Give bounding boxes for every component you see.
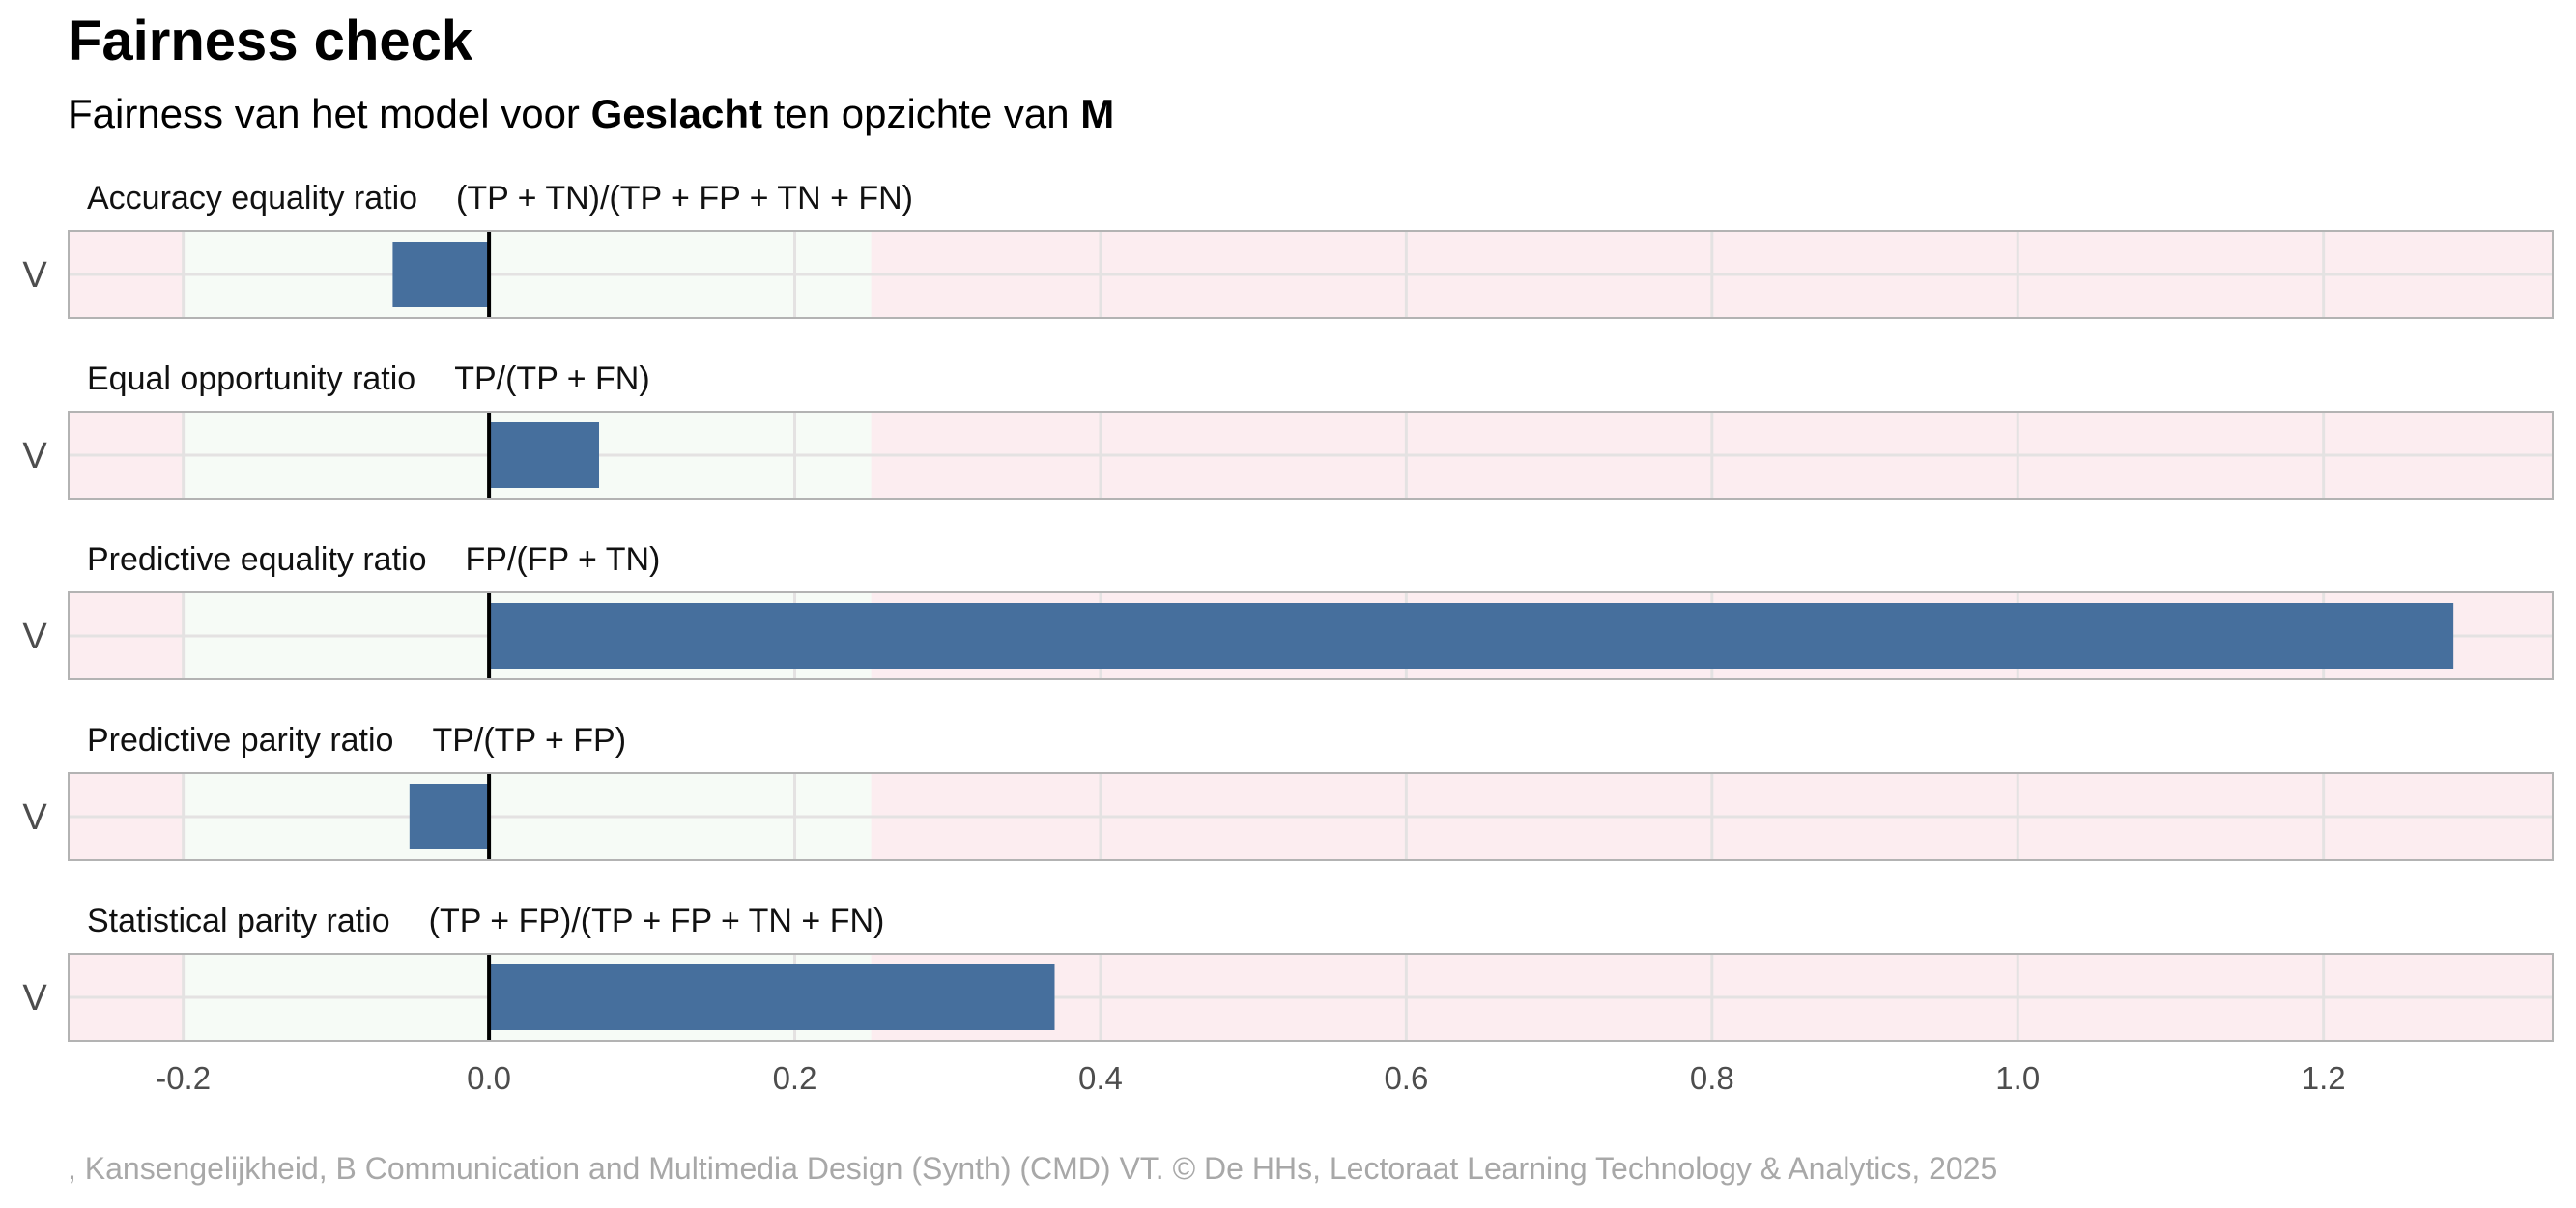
metric-name: Predictive parity ratio (87, 722, 393, 759)
facet-label: Accuracy equality ratio (TP + TN)/(TP + F… (87, 180, 913, 216)
subtitle-reference: M (1080, 91, 1114, 136)
facet-label: Predictive parity ratio TP/(TP + FP) (87, 722, 626, 759)
metric-name: Accuracy equality ratio (87, 180, 417, 216)
facet-panels: Accuracy equality ratio (TP + TN)/(TP + F… (22, 180, 2554, 1042)
x-tick-label: 0.6 (1384, 1060, 1428, 1096)
metric-name: Predictive equality ratio (87, 541, 427, 578)
category-label: V (22, 797, 47, 838)
x-tick-label: 0.0 (467, 1060, 511, 1096)
facet-panel: Statistical parity ratio (TP + FP)/(TP + … (22, 903, 2554, 1042)
panel-border (68, 772, 2554, 861)
panel-border (68, 230, 2554, 319)
bar (489, 964, 1055, 1030)
facet-label: Predictive equality ratio FP/(FP + TN) (87, 541, 660, 578)
subtitle-variable: Geslacht (591, 91, 762, 136)
facet-panel: Accuracy equality ratio (TP + TN)/(TP + F… (22, 180, 2554, 319)
facet-label: Equal opportunity ratio TP/(TP + FN) (87, 360, 650, 397)
chart-subtitle: Fairness van het model voor Geslacht ten… (68, 91, 1114, 136)
facet-panel: Equal opportunity ratio TP/(TP + FN) V (22, 360, 2554, 500)
chart-caption: , Kansengelijkheid, B Communication and … (68, 1151, 1997, 1186)
category-label: V (22, 978, 47, 1019)
metric-formula: TP/(TP + FN) (454, 360, 649, 397)
bar (392, 242, 490, 307)
x-tick-label: 1.2 (2302, 1060, 2346, 1096)
metric-formula: FP/(FP + TN) (466, 541, 661, 578)
facet-panel: Predictive equality ratio FP/(FP + TN) V (22, 541, 2554, 680)
category-label: V (22, 436, 47, 476)
facet-panel: Predictive parity ratio TP/(TP + FP) V (22, 722, 2554, 861)
chart-title: Fairness check (68, 10, 473, 72)
bar (489, 422, 600, 488)
subtitle-middle: ten opzichte van (762, 91, 1080, 136)
category-label: V (22, 255, 47, 296)
x-tick-label: 0.2 (773, 1060, 817, 1096)
x-axis: -0.2 0.0 0.2 0.4 0.6 0.8 1.0 1.2 (156, 1060, 2345, 1096)
panel-border (68, 591, 2554, 680)
panel-border (68, 411, 2554, 500)
category-label: V (22, 617, 47, 657)
panel-border (68, 953, 2554, 1042)
x-tick-label: 0.8 (1690, 1060, 1734, 1096)
facet-label: Statistical parity ratio (TP + FP)/(TP + … (87, 903, 884, 939)
metric-formula: TP/(TP + FP) (432, 722, 626, 759)
metric-name: Equal opportunity ratio (87, 360, 415, 397)
metric-formula: (TP + FP)/(TP + FP + TN + FN) (429, 903, 885, 939)
bar (409, 784, 490, 849)
metric-formula: (TP + TN)/(TP + FP + TN + FN) (456, 180, 913, 216)
x-tick-label: -0.2 (156, 1060, 211, 1096)
metric-name: Statistical parity ratio (87, 903, 390, 939)
x-tick-label: 1.0 (1995, 1060, 2040, 1096)
x-tick-label: 0.4 (1078, 1060, 1123, 1096)
bar (489, 603, 2454, 669)
subtitle-prefix: Fairness van het model voor (68, 91, 591, 136)
